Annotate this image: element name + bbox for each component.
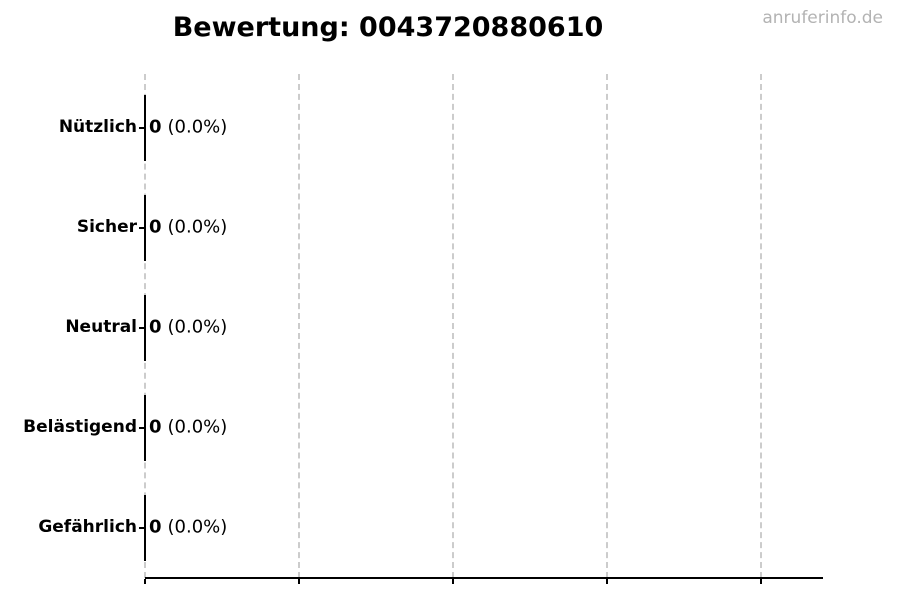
y-axis-tick — [139, 527, 145, 529]
value-label: 0 (0.0%) — [149, 317, 227, 338]
watermark-text: anruferinfo.de — [762, 8, 883, 28]
zero-width-bar — [144, 295, 146, 361]
category-label: Neutral — [65, 317, 137, 338]
x-axis-tick — [144, 579, 146, 584]
value-count: 0 — [149, 516, 162, 538]
zero-width-bar — [144, 95, 146, 161]
x-axis-tick — [298, 579, 300, 584]
value-label: 0 (0.0%) — [149, 217, 227, 238]
category-label: Belästigend — [23, 417, 137, 438]
category-label: Gefährlich — [38, 517, 137, 538]
gridline-x2 — [452, 74, 454, 578]
gridline-x3 — [606, 74, 608, 578]
x-axis-tick — [606, 579, 608, 584]
category-label: Nützlich — [58, 117, 137, 138]
category-label: Sicher — [76, 217, 137, 238]
value-label: 0 (0.0%) — [149, 517, 227, 538]
gridline-x1 — [298, 74, 300, 578]
gridline-x4 — [760, 74, 762, 578]
value-percent: (0.0%) — [167, 416, 228, 438]
x-axis-line — [145, 577, 823, 579]
value-count: 0 — [149, 316, 162, 338]
zero-width-bar — [144, 395, 146, 461]
x-axis-tick — [760, 579, 762, 584]
value-percent: (0.0%) — [167, 216, 228, 238]
value-percent: (0.0%) — [167, 316, 228, 338]
zero-width-bar — [144, 195, 146, 261]
value-count: 0 — [149, 216, 162, 238]
value-count: 0 — [149, 416, 162, 438]
y-axis-tick — [139, 327, 145, 329]
value-label: 0 (0.0%) — [149, 417, 227, 438]
chart-title: Bewertung: 0043720880610 — [172, 12, 604, 43]
value-percent: (0.0%) — [167, 116, 228, 138]
value-count: 0 — [149, 116, 162, 138]
y-axis-tick — [139, 427, 145, 429]
zero-width-bar — [144, 495, 146, 561]
x-axis-tick — [452, 579, 454, 584]
y-axis-tick — [139, 227, 145, 229]
value-label: 0 (0.0%) — [149, 117, 227, 138]
value-percent: (0.0%) — [167, 516, 228, 538]
y-axis-tick — [139, 127, 145, 129]
